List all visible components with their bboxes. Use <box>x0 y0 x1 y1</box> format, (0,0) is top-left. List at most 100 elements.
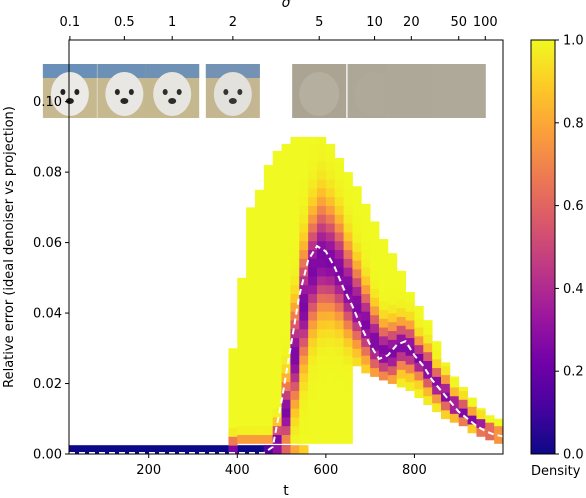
density-cell <box>361 311 371 321</box>
density-cell <box>370 253 380 263</box>
density-cell <box>290 258 300 268</box>
density-cell <box>352 269 362 279</box>
density-cell <box>334 390 344 400</box>
density-cell <box>255 399 265 409</box>
density-cell <box>237 372 247 383</box>
noise-veil <box>97 64 152 118</box>
density-cell <box>379 300 389 310</box>
density-cell <box>467 415 477 425</box>
density-cell <box>370 367 380 377</box>
density-cell <box>263 214 274 224</box>
density-cell <box>308 364 318 374</box>
density-cell <box>299 249 309 259</box>
density-cell <box>308 302 318 312</box>
density-cell <box>290 152 300 162</box>
density-cell <box>255 267 265 277</box>
density-cell <box>299 372 309 383</box>
density-cell <box>237 355 247 365</box>
density-cell <box>299 179 309 189</box>
sigma-tick-label: 50 <box>450 15 467 30</box>
density-cell <box>290 161 300 171</box>
density-cell <box>352 186 362 191</box>
colorbar-ticks: 0.0 0.2 0.4 0.6 0.8 1.0 <box>555 34 584 463</box>
density-cell <box>343 399 353 409</box>
density-cell <box>246 207 256 215</box>
density-cell <box>379 274 389 284</box>
thumbnail-sky <box>145 64 200 78</box>
density-cell <box>308 161 318 171</box>
density-cell <box>379 327 389 337</box>
density-cell <box>441 374 451 384</box>
density-cell <box>281 232 291 242</box>
density-cell <box>361 223 371 233</box>
density-cell <box>281 187 291 198</box>
density-cell <box>263 293 274 303</box>
density-cell <box>361 293 371 303</box>
density-cell <box>299 328 309 339</box>
density-cell <box>317 179 327 189</box>
density-cell <box>387 339 398 349</box>
sigma-tick-label: 10 <box>366 15 383 30</box>
density-cell <box>246 328 256 339</box>
density-cell <box>449 376 460 379</box>
density-cell <box>255 232 265 242</box>
density-cell <box>343 179 353 189</box>
density-cell <box>396 270 406 273</box>
dog-nose <box>65 98 74 104</box>
density-cell <box>485 422 495 432</box>
noisy-image-thumbnail <box>431 64 486 118</box>
density-cell <box>228 348 238 358</box>
density-cell <box>237 320 247 330</box>
density-cell <box>334 399 344 409</box>
x-axis: 200 400 600 800 <box>136 454 427 478</box>
density-cell <box>379 318 389 328</box>
density-cell <box>281 196 291 206</box>
density-cell <box>308 408 318 418</box>
density-cell <box>246 364 256 374</box>
density-cell <box>290 267 300 277</box>
density-cell <box>317 425 327 436</box>
density-cell <box>325 346 336 356</box>
density-cell <box>246 390 256 400</box>
density-cell <box>343 425 353 436</box>
density-cell <box>317 372 327 383</box>
density-cell <box>308 320 318 330</box>
density-cell <box>343 302 353 312</box>
density-cell <box>414 388 424 399</box>
density-cell <box>263 328 274 339</box>
density-cell <box>290 136 300 145</box>
density-cell <box>255 364 265 374</box>
density-cell <box>334 240 344 251</box>
density-cell <box>255 196 265 206</box>
density-cell <box>405 311 415 321</box>
density-cell <box>414 306 424 310</box>
density-cell <box>414 362 424 372</box>
density-cell <box>308 232 318 242</box>
density-cell <box>449 404 460 414</box>
thumbnail-sky <box>97 64 152 78</box>
density-cell <box>370 279 380 289</box>
density-cell <box>343 240 353 251</box>
density-cell <box>272 214 282 224</box>
density-cell <box>272 232 282 242</box>
colorbar-tick-label: 0.0 <box>563 448 584 463</box>
density-cell <box>290 249 300 259</box>
density-cell <box>343 205 353 215</box>
density-cell <box>396 351 406 362</box>
density-cell <box>272 249 282 259</box>
density-cell <box>246 267 256 277</box>
density-cell <box>325 161 336 171</box>
density-cell <box>272 390 282 400</box>
density-cell <box>396 325 406 335</box>
density-cell <box>441 409 451 420</box>
density-cell <box>290 355 300 365</box>
density-cell <box>281 355 291 365</box>
density-cell <box>290 372 300 383</box>
sigma-tick-label: 20 <box>403 15 420 30</box>
density-cell <box>299 258 309 268</box>
density-cell <box>379 247 389 258</box>
density-cell <box>405 291 415 295</box>
density-cell <box>361 337 371 347</box>
density-cell <box>272 434 282 444</box>
colorbar-gradient <box>530 39 556 455</box>
